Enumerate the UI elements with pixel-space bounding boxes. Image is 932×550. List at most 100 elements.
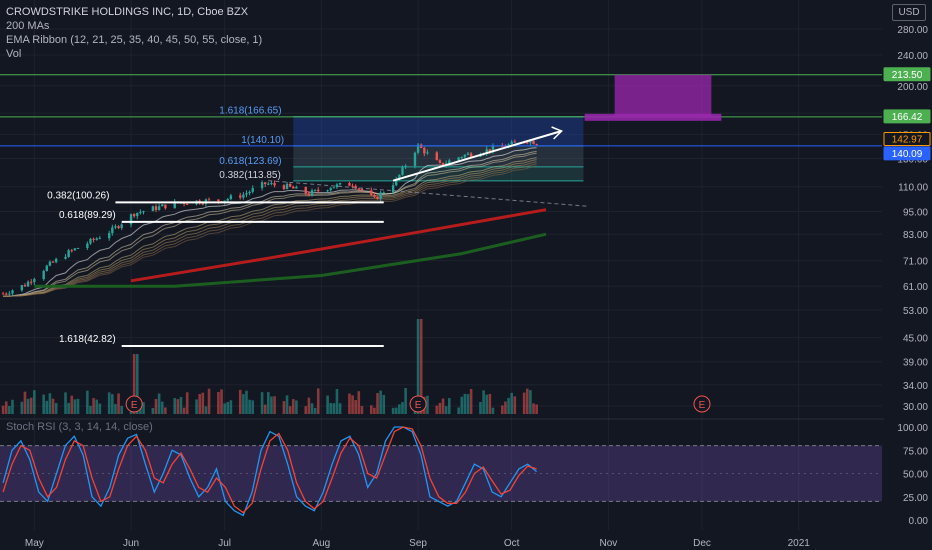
volume-bar bbox=[522, 392, 526, 414]
candle-body bbox=[120, 224, 123, 229]
candle-body bbox=[64, 256, 67, 259]
volume-bar bbox=[313, 407, 317, 414]
volume-bar bbox=[42, 394, 45, 414]
candle-body bbox=[33, 279, 36, 283]
stoch-rsi-band bbox=[0, 445, 882, 502]
candle-body bbox=[264, 182, 267, 185]
candle-body bbox=[448, 160, 451, 164]
candle-body bbox=[267, 183, 270, 185]
level-tag-label: 140.09 bbox=[892, 149, 923, 160]
volume-bar bbox=[73, 399, 77, 414]
candle-body bbox=[251, 188, 254, 192]
volume-bar bbox=[391, 407, 395, 414]
candle-body bbox=[416, 144, 420, 153]
price-tick: 34.00 bbox=[903, 381, 928, 392]
volume-bar bbox=[457, 407, 460, 414]
candle-body bbox=[161, 204, 164, 207]
candle-body bbox=[335, 184, 339, 188]
indicator-ema-ribbon[interactable]: EMA Ribbon (12, 21, 25, 35, 40, 45, 50, … bbox=[6, 34, 263, 46]
fib-right-label: 1(140.10) bbox=[241, 135, 284, 146]
candle-body bbox=[413, 152, 417, 166]
candle-body bbox=[54, 258, 58, 263]
level-tag-label: 142.97 bbox=[892, 134, 923, 145]
candle-body bbox=[282, 185, 286, 189]
ema-ribbon-line bbox=[3, 163, 537, 297]
level-tag bbox=[883, 131, 931, 146]
time-tick: May bbox=[25, 538, 44, 549]
candle-body bbox=[526, 142, 529, 144]
fib-left-label: 0.618(89.29) bbox=[59, 210, 116, 221]
candle-body bbox=[391, 185, 395, 193]
indicator-vol[interactable]: Vol bbox=[6, 48, 22, 60]
price-axis[interactable]: 30.00 34.00 39.00 45.00 53.00 61.00 71.00 83.00… bbox=[883, 0, 932, 550]
horizontal-levels[interactable] bbox=[0, 74, 882, 147]
volume-bar bbox=[267, 392, 270, 414]
moving-averages bbox=[34, 208, 547, 288]
volume-bar bbox=[354, 400, 357, 414]
volume-bar bbox=[285, 395, 289, 414]
time-tick: Sep bbox=[409, 538, 427, 549]
volume-bar bbox=[120, 405, 123, 414]
candle-body bbox=[207, 199, 211, 201]
stoch-rsi-legend[interactable]: Stoch RSI (3, 3, 14, 14, close) bbox=[6, 421, 153, 433]
candle-body bbox=[441, 162, 445, 166]
price-tick: 45.00 bbox=[903, 334, 928, 345]
volume-bar bbox=[485, 394, 489, 414]
volume-bar bbox=[463, 393, 467, 414]
candle-body bbox=[260, 182, 264, 189]
ma-line bbox=[130, 208, 547, 283]
fib-zone-ext bbox=[293, 116, 584, 146]
candle-body bbox=[42, 270, 45, 280]
candle-body bbox=[111, 227, 114, 234]
volume-bar bbox=[198, 393, 201, 414]
candle-body bbox=[30, 281, 33, 283]
price-tick: 30.00 bbox=[903, 402, 928, 413]
candle-body bbox=[117, 226, 120, 229]
volume-bar bbox=[376, 393, 379, 414]
currency-button[interactable]: USD bbox=[892, 4, 926, 21]
volume-bar bbox=[398, 404, 401, 414]
volume-bar bbox=[479, 401, 482, 414]
indicator-ma[interactable]: 200 MAs bbox=[6, 20, 50, 32]
volume-bar bbox=[98, 403, 102, 414]
earnings-marker bbox=[693, 395, 711, 413]
rsi-tick: 50.00 bbox=[903, 470, 928, 481]
volume-bar bbox=[154, 398, 158, 414]
volume-bar bbox=[229, 400, 233, 414]
volume-bar bbox=[460, 396, 464, 414]
candle-body bbox=[357, 188, 360, 190]
time-tick: Dec bbox=[693, 538, 711, 549]
time-axis[interactable]: May Jun Jul Aug Sep Oct Nov Dec 2021 bbox=[25, 538, 810, 549]
fib-right-label: 0.618(123.69) bbox=[219, 156, 281, 167]
volume-bar bbox=[111, 394, 114, 414]
volume-bar bbox=[535, 404, 538, 414]
candle-body bbox=[23, 285, 27, 287]
price-tick: 110.00 bbox=[898, 183, 928, 194]
candle-body bbox=[317, 189, 320, 192]
price-tick: 200.00 bbox=[897, 82, 928, 93]
fib-right-label: 1.618(166.65) bbox=[219, 106, 281, 117]
volume-bar bbox=[491, 407, 495, 414]
volume-bar bbox=[426, 395, 429, 414]
volume-bar bbox=[54, 402, 58, 414]
price-tick: 95.00 bbox=[903, 207, 928, 218]
volume-bar bbox=[441, 398, 445, 414]
volume-bar bbox=[179, 397, 183, 414]
candle-body bbox=[535, 144, 538, 146]
rsi-tick: 25.00 bbox=[903, 493, 928, 504]
volume-bar bbox=[86, 390, 89, 414]
stoch-k-line bbox=[2, 426, 538, 517]
level-tag bbox=[883, 67, 931, 82]
volume-bar bbox=[332, 403, 336, 414]
rsi-tick: 75.00 bbox=[903, 446, 928, 457]
volume-bar bbox=[48, 393, 52, 414]
volume-bar bbox=[379, 390, 382, 414]
volume-bar bbox=[157, 393, 161, 414]
time-tick: Jul bbox=[218, 538, 231, 549]
symbol-title[interactable]: CROWDSTRIKE HOLDINGS INC, 1D, Cboe BZX bbox=[6, 6, 249, 18]
volume-bar bbox=[95, 399, 99, 414]
volume-bar bbox=[33, 390, 36, 414]
candle-body bbox=[76, 247, 80, 249]
candle-body bbox=[426, 152, 429, 154]
